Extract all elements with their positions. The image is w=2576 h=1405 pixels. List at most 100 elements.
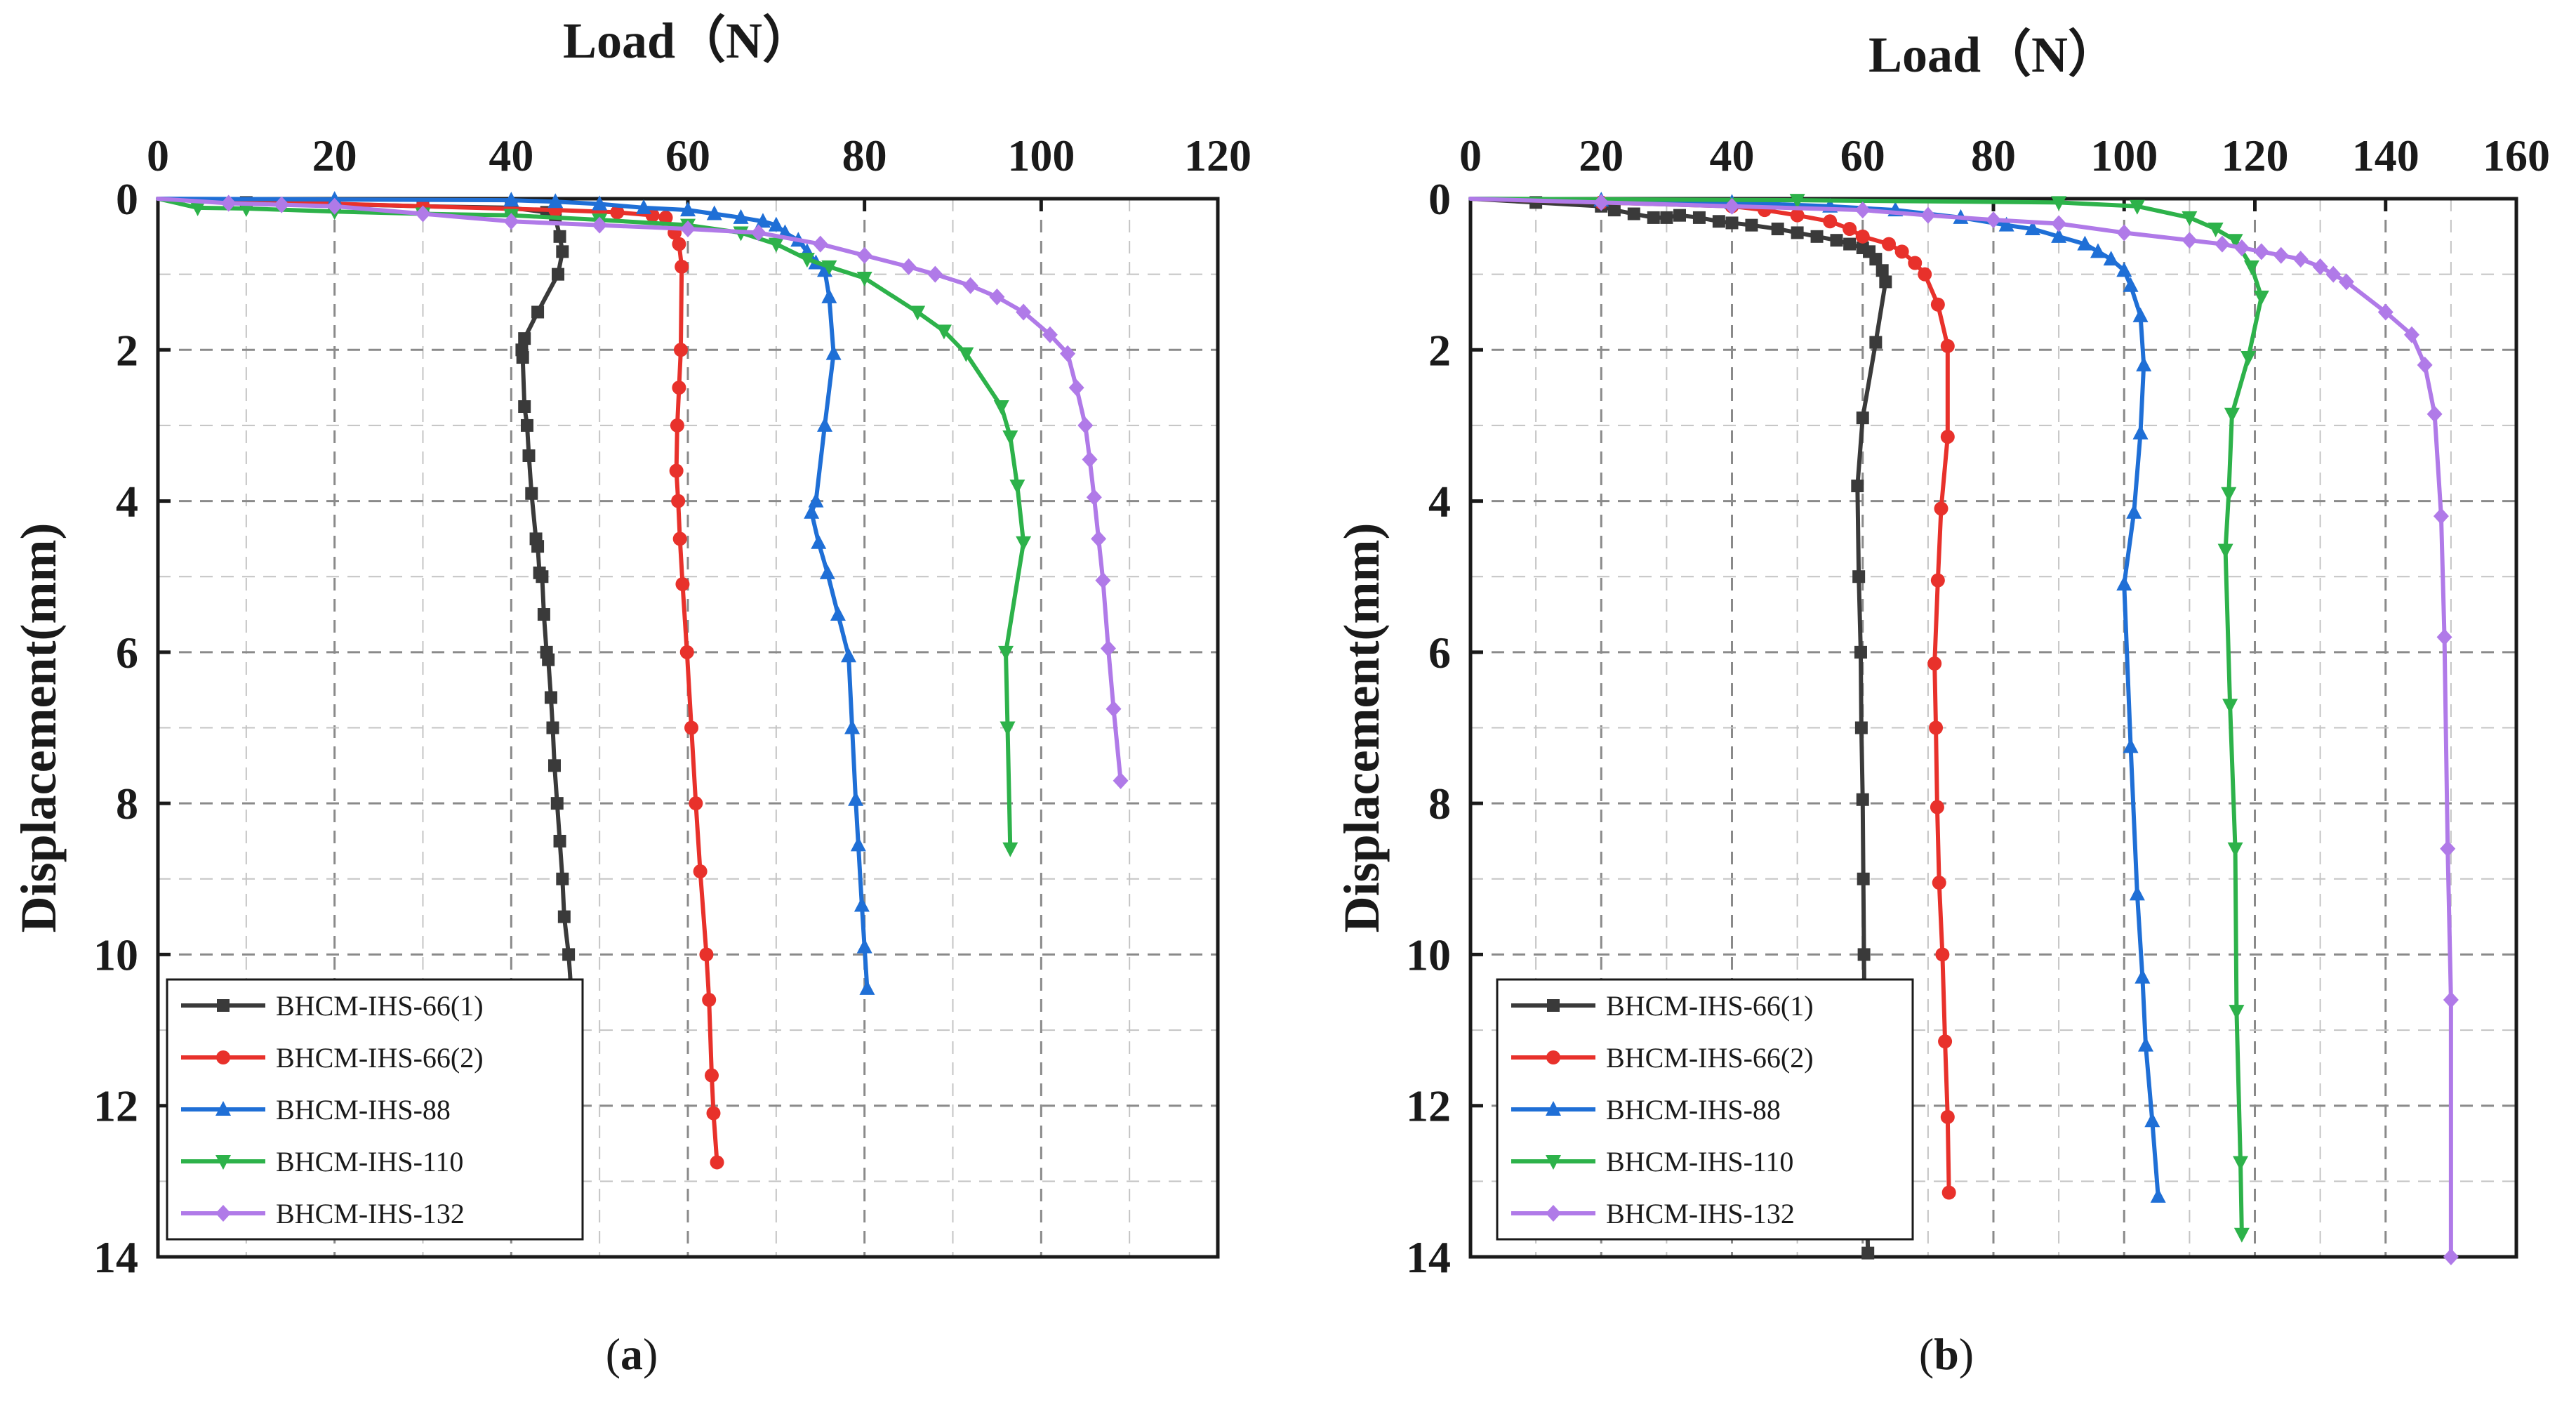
x-tick-label: 20 (312, 131, 357, 180)
data-point (542, 653, 555, 666)
data-point (808, 492, 824, 508)
grid (158, 199, 1218, 1257)
legend-label: BHCM-IHS-88 (276, 1094, 451, 1126)
data-point (2436, 628, 2452, 646)
data-point (2243, 260, 2259, 275)
y-tick-label: 10 (93, 930, 138, 979)
legend-marker (215, 1155, 231, 1170)
x-tick-label: 60 (665, 131, 710, 180)
data-point (799, 253, 815, 268)
legend-marker (217, 999, 230, 1012)
data-point (750, 224, 766, 242)
x-tick-label: 100 (2090, 131, 2158, 180)
data-point (658, 210, 673, 225)
data-point (537, 608, 550, 621)
data-point (518, 332, 531, 345)
data-point (993, 400, 1009, 416)
data-point (2207, 223, 2224, 238)
data-point (1857, 948, 1871, 961)
data-point (2233, 239, 2250, 256)
data-point (2253, 290, 2269, 305)
data-point (1106, 700, 1122, 718)
data-point (2312, 258, 2328, 275)
data-point (525, 487, 538, 500)
data-point (1908, 256, 1923, 270)
data-point (1016, 536, 1032, 551)
data-point (1091, 530, 1107, 548)
legend-label: BHCM-IHS-132 (276, 1198, 465, 1229)
data-point (2240, 351, 2257, 367)
data-point (1929, 720, 1944, 735)
data-point (1712, 215, 1725, 228)
legend-item: BHCM-IHS-88 (1511, 1094, 1781, 1126)
data-point (679, 645, 694, 659)
data-point (2150, 1187, 2166, 1203)
legend-item: BHCM-IHS-66(1) (181, 990, 484, 1022)
x-axis-title: Load（N） (1868, 27, 2118, 83)
data-point (1745, 218, 1758, 232)
panel-caption: (a) (606, 1329, 658, 1379)
x-tick-label: 40 (1710, 131, 1755, 180)
legend-label: BHCM-IHS-88 (1606, 1094, 1781, 1126)
caption-open-paren: ( (1919, 1329, 1934, 1379)
legend-label: BHCM-IHS-110 (276, 1146, 463, 1178)
data-point (1998, 216, 2014, 232)
data-point (2233, 1227, 2250, 1243)
data-point (1002, 430, 1018, 446)
legend-label: BHCM-IHS-66(1) (276, 990, 484, 1022)
data-point (274, 196, 290, 213)
data-point (636, 199, 652, 214)
data-point (2440, 840, 2456, 857)
data-point (1940, 430, 1955, 444)
data-point (1856, 411, 1869, 425)
data-point (557, 910, 571, 923)
data-point (562, 948, 576, 961)
data-point (550, 797, 564, 810)
data-point (2443, 991, 2459, 1009)
data-point (2221, 487, 2237, 502)
data-point (220, 194, 237, 212)
data-point (910, 305, 926, 321)
caption-letter: b (1934, 1329, 1959, 1379)
data-point (927, 265, 943, 283)
legend-marker (215, 1101, 231, 1116)
data-point (673, 343, 688, 357)
y-tick-label: 8 (1428, 779, 1451, 829)
data-point (2129, 885, 2145, 901)
data-point (2233, 1156, 2249, 1171)
legend-marker (1547, 999, 1560, 1012)
data-point (1879, 275, 1892, 289)
data-point (2123, 738, 2139, 753)
series-BHCM-IHS-88 (156, 191, 875, 995)
data-point (1068, 379, 1084, 397)
data-point (675, 576, 690, 591)
data-point (326, 197, 343, 215)
data-point (1986, 211, 2001, 229)
y-tick-label: 8 (116, 779, 138, 829)
legend-item: BHCM-IHS-110 (1511, 1146, 1793, 1178)
data-point (733, 209, 749, 224)
data-point (592, 195, 608, 211)
data-point (1930, 800, 1944, 814)
data-point (2135, 968, 2151, 984)
x-axis-title: Load（N） (563, 13, 813, 69)
data-point (1855, 229, 1870, 244)
legend-marker (1546, 1050, 1560, 1064)
data-point (2132, 424, 2149, 440)
x-tick-label: 120 (1184, 131, 1252, 180)
data-point (854, 897, 870, 912)
data-point (1771, 223, 1784, 236)
data-point (1940, 338, 1955, 353)
y-tick-label: 14 (1406, 1232, 1451, 1282)
data-point (1857, 872, 1870, 885)
data-point (2377, 303, 2394, 321)
data-point (610, 205, 625, 220)
x-tick-label: 120 (2222, 131, 2289, 180)
data-point (702, 993, 717, 1008)
y-tick-label: 12 (1406, 1081, 1451, 1131)
data-point (811, 534, 827, 549)
data-point (1082, 451, 1098, 468)
data-point (503, 192, 519, 207)
data-point (1854, 645, 1867, 659)
series-BHCM-IHS-66(1) (1468, 196, 1892, 1260)
